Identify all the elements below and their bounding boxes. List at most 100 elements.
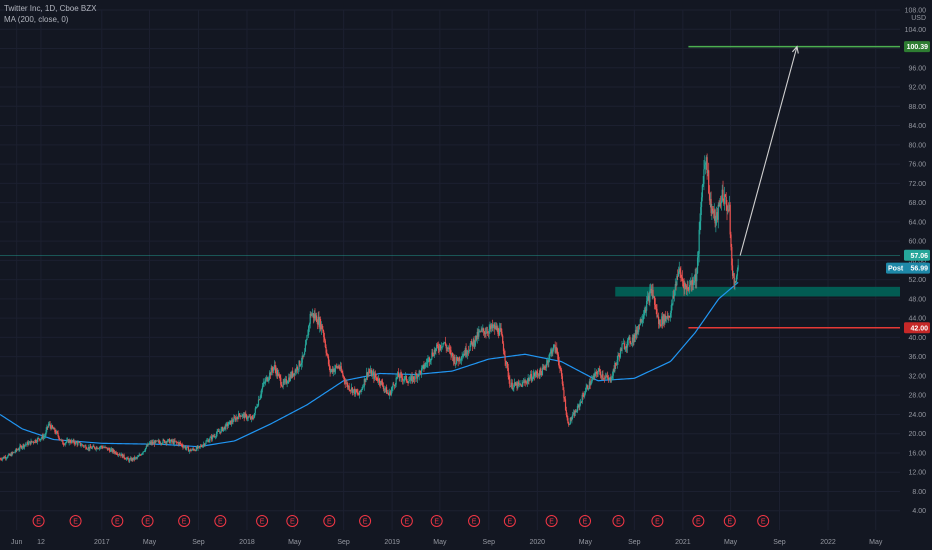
earnings-marker-label: E bbox=[145, 519, 150, 526]
candle-body bbox=[407, 382, 409, 384]
candle-body bbox=[474, 342, 476, 346]
candle-body bbox=[317, 317, 319, 325]
candle-body bbox=[560, 369, 563, 377]
candle-body bbox=[363, 378, 365, 387]
candle-body bbox=[446, 347, 448, 349]
candle-body bbox=[471, 342, 474, 347]
candle-body bbox=[35, 441, 38, 443]
candle-body bbox=[180, 444, 182, 445]
candle-body bbox=[11, 452, 13, 456]
candle-body bbox=[434, 350, 436, 352]
candle-body bbox=[235, 417, 237, 421]
earnings-marker-label: E bbox=[508, 519, 513, 526]
price-levels[interactable] bbox=[0, 45, 900, 329]
candle-body bbox=[304, 344, 307, 352]
candle-body bbox=[292, 371, 294, 377]
candle-body bbox=[656, 308, 658, 318]
earnings-marker bbox=[579, 515, 592, 527]
price-tick-label: 80.00 bbox=[908, 142, 926, 149]
candle-body bbox=[308, 326, 310, 335]
candle-body bbox=[178, 442, 180, 445]
candle-body bbox=[129, 458, 132, 460]
candle-body bbox=[611, 378, 613, 381]
candle-body bbox=[253, 417, 255, 419]
projection-arrow[interactable] bbox=[739, 45, 799, 256]
candle-body bbox=[712, 208, 714, 212]
earnings-marker bbox=[111, 515, 124, 527]
candle-body bbox=[491, 324, 493, 329]
candle-body bbox=[737, 265, 739, 270]
candle-body bbox=[61, 439, 63, 441]
time-tick-label: 2022 bbox=[820, 539, 836, 546]
candle-body bbox=[309, 313, 311, 324]
candle-body bbox=[405, 375, 407, 377]
candle-body bbox=[95, 447, 97, 450]
candle-body bbox=[378, 378, 381, 383]
candle-body bbox=[228, 421, 230, 425]
candle-body bbox=[275, 369, 277, 375]
candle-body bbox=[146, 445, 148, 447]
candle-body bbox=[252, 417, 254, 419]
candle-body bbox=[138, 454, 140, 457]
candle-body bbox=[436, 344, 438, 349]
candle-body bbox=[431, 352, 433, 359]
candle-body bbox=[74, 441, 77, 445]
candle-body bbox=[128, 459, 130, 462]
price-tick-label: 48.00 bbox=[908, 296, 926, 303]
symbol-legend[interactable]: Twitter Inc, 1D, Cboe BZX bbox=[4, 4, 97, 13]
candle-body bbox=[655, 306, 657, 309]
earnings-marker bbox=[32, 515, 45, 527]
ma-legend[interactable]: MA (200, close, 0) bbox=[4, 15, 69, 24]
candle-body bbox=[277, 373, 279, 377]
candle-body bbox=[433, 350, 435, 356]
candle-body bbox=[713, 209, 715, 214]
candle-body bbox=[585, 387, 587, 392]
candle-body bbox=[437, 346, 439, 350]
candle-body bbox=[568, 422, 570, 425]
candle-body bbox=[452, 356, 454, 362]
time-tick-label: Sep bbox=[628, 539, 641, 546]
candle-body bbox=[59, 439, 62, 441]
candle-body bbox=[230, 420, 233, 425]
candle-body bbox=[667, 315, 669, 318]
grid bbox=[0, 9, 900, 530]
candle-body bbox=[265, 377, 268, 380]
candle-body bbox=[442, 343, 444, 347]
candle-body bbox=[70, 440, 73, 443]
candle-body bbox=[28, 442, 30, 445]
candle-body bbox=[397, 372, 400, 377]
candle-body bbox=[102, 447, 105, 449]
candle-body bbox=[121, 453, 124, 458]
candle-body bbox=[510, 382, 513, 387]
price-tick-label: 28.00 bbox=[908, 393, 926, 400]
candle-body bbox=[9, 454, 11, 456]
candle-body bbox=[122, 454, 124, 458]
candle-body bbox=[263, 382, 265, 384]
candle-body bbox=[335, 365, 337, 370]
candle-body bbox=[553, 345, 555, 350]
candle-body bbox=[684, 284, 686, 290]
candle-body bbox=[610, 377, 612, 381]
candle-body bbox=[506, 362, 509, 368]
support-zone[interactable] bbox=[615, 286, 900, 297]
candle-body bbox=[494, 324, 496, 330]
candle-body bbox=[167, 439, 169, 442]
candle-body bbox=[605, 376, 607, 378]
candle-body bbox=[444, 342, 446, 343]
earnings-marker-label: E bbox=[761, 519, 766, 526]
candle-body bbox=[720, 201, 723, 204]
candle-body bbox=[253, 412, 256, 418]
earnings-marker bbox=[359, 515, 372, 527]
time-axis[interactable]: Jun 12 2017 May Sep 2018 May Sep 2019 May Sep 2020 M… bbox=[11, 539, 883, 546]
candle-body bbox=[466, 353, 468, 355]
candle-body bbox=[425, 363, 427, 364]
candle-body bbox=[179, 442, 181, 443]
candle-body bbox=[457, 360, 459, 362]
candle-body bbox=[133, 457, 136, 460]
candle-body bbox=[271, 367, 273, 370]
candle-body bbox=[682, 281, 684, 283]
candle-body bbox=[265, 379, 267, 383]
candle-body bbox=[408, 381, 410, 384]
